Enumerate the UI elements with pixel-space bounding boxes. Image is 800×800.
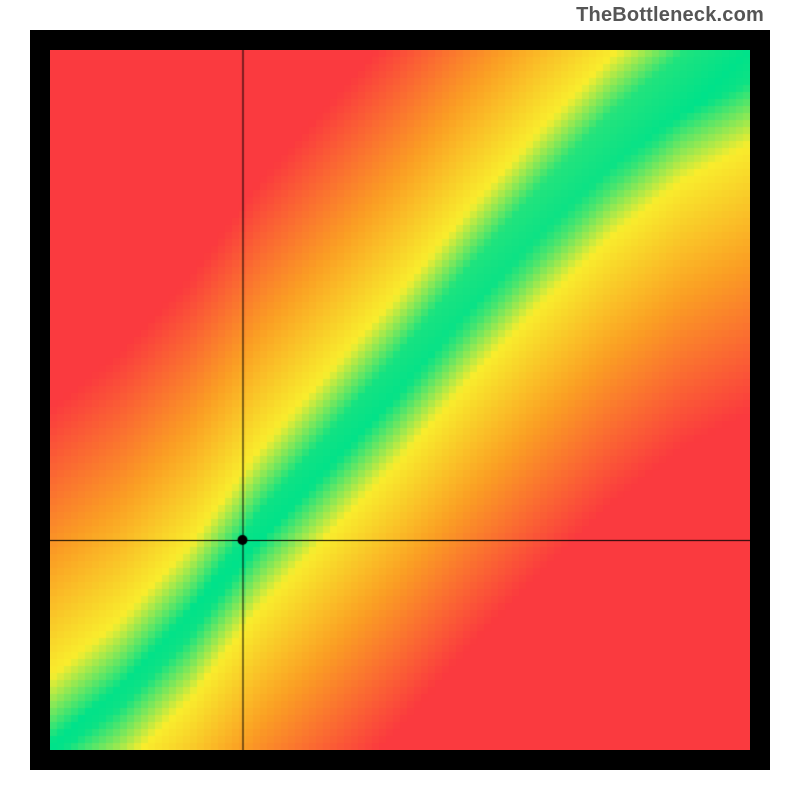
- bottleneck-heatmap: [50, 50, 750, 750]
- watermark-label: TheBottleneck.com: [576, 4, 764, 27]
- chart-container: TheBottleneck.com: [0, 0, 800, 800]
